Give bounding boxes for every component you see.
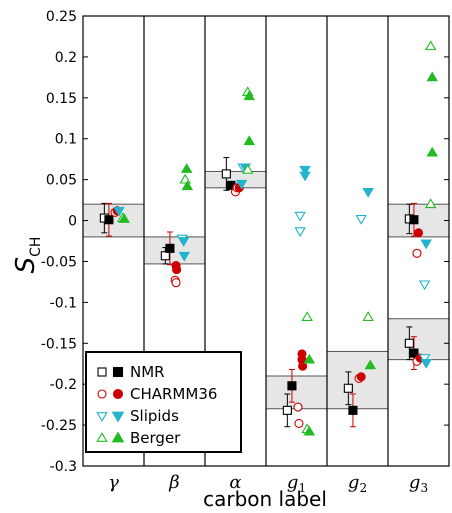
y-tick-label: 0.2: [55, 50, 77, 66]
data-point: [356, 372, 366, 382]
x-tick-label: g2: [348, 472, 367, 495]
data-point: [299, 165, 311, 176]
data-point: [409, 348, 419, 358]
data-point: [362, 187, 374, 198]
data-point: [177, 237, 190, 247]
y-tick-label: 0.05: [46, 173, 77, 189]
x-tick-label: g1: [287, 472, 306, 495]
y-tick-label: -0.3: [50, 459, 77, 475]
legend-marker-open: [96, 432, 108, 442]
data-point: [241, 163, 254, 174]
data-point: [282, 405, 292, 415]
data-point: [172, 265, 182, 275]
data-point: [221, 169, 231, 179]
data-point: [343, 383, 353, 393]
x-tick-label: γ: [108, 472, 119, 493]
data-point: [362, 311, 374, 322]
x-axis-label: carbon label: [203, 487, 327, 511]
y-tick-label: -0.15: [41, 336, 77, 352]
data-point: [118, 213, 130, 223]
legend-marker-open: [96, 412, 108, 422]
x-tick-label: β: [168, 472, 179, 493]
data-point: [160, 251, 170, 261]
data-point: [301, 311, 313, 322]
data-point: [298, 361, 308, 371]
experimental-band: [143, 236, 206, 265]
data-point: [179, 173, 191, 184]
legend-marker-filled: [111, 431, 125, 443]
legend-label: Berger: [130, 429, 181, 447]
y-tick-label: -0.2: [50, 377, 77, 393]
data-point: [418, 280, 431, 291]
data-point: [355, 214, 367, 225]
data-points: [99, 40, 438, 436]
legend: NMR CHARMM36 Slipids Berger: [85, 351, 242, 453]
data-point: [426, 71, 438, 82]
data-point: [181, 180, 194, 191]
data-point: [424, 198, 437, 209]
y-tick-label: 0.15: [46, 91, 77, 107]
data-point: [293, 402, 303, 412]
data-point: [294, 418, 304, 429]
legend-label: CHARMM36: [130, 385, 217, 403]
data-point: [171, 278, 181, 288]
data-point: [178, 251, 191, 262]
x-tick-label: α: [229, 472, 241, 493]
data-point: [303, 353, 316, 364]
legend-label: Slipids: [130, 407, 179, 425]
data-point: [426, 146, 438, 157]
y-axis: 0.25 0.2 0.15 0.1 0.05 0 -0.05 -0.1 -0.15 -0.2 -0.…: [41, 9, 449, 475]
y-tick-label: -0.05: [41, 254, 77, 270]
legend-marker-filled: [112, 388, 124, 400]
y-tick-label: -0.25: [41, 418, 77, 434]
data-point: [180, 163, 193, 173]
legend-marker-filled: [111, 411, 125, 423]
legend-marker-open: [97, 389, 107, 399]
legend-label: NMR: [130, 363, 165, 381]
data-point: [418, 354, 431, 364]
legend-marker-filled: [112, 366, 124, 378]
y-tick-label: -0.1: [50, 295, 77, 311]
data-point: [294, 227, 306, 238]
data-point: [404, 338, 414, 348]
legend-marker-open: [97, 367, 107, 377]
data-point: [413, 228, 424, 238]
data-point: [420, 239, 432, 250]
data-point: [412, 248, 422, 258]
data-point: [294, 211, 306, 222]
data-point: [235, 179, 248, 190]
data-point: [364, 359, 377, 370]
y-tick-label: 0.1: [55, 132, 77, 148]
data-point: [165, 243, 175, 253]
x-tick-label: g3: [409, 472, 428, 495]
x-axis: γ β α g1 g2 g3: [108, 472, 428, 495]
y-tick-label: 0: [68, 214, 77, 230]
data-point: [424, 40, 437, 51]
y-axis-label: SCH: [11, 237, 44, 274]
data-point: [348, 405, 358, 415]
data-point: [243, 135, 255, 146]
data-point: [303, 425, 316, 436]
y-tick-label: 0.25: [46, 9, 77, 25]
plot-frame: [82, 15, 450, 467]
legend-box: [85, 351, 242, 453]
experimental-band: [387, 318, 450, 361]
data-point: [420, 358, 432, 369]
data-point: [287, 381, 297, 391]
data-point: [409, 215, 419, 225]
data-point: [243, 90, 255, 101]
data-point: [104, 215, 114, 225]
data-point: [113, 206, 125, 217]
data-point: [299, 171, 311, 182]
